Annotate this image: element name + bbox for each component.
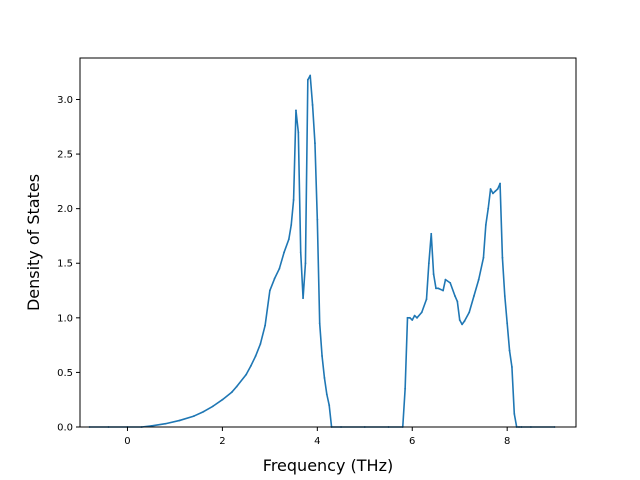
data-point	[230, 391, 233, 393]
data-point	[444, 278, 447, 281]
data-point	[461, 323, 463, 326]
data-point	[212, 405, 214, 408]
data-point	[435, 287, 437, 290]
y-axis-ticks: 0.0 0.5 1.0 1.5 2.0 2.5 3.0	[57, 95, 80, 434]
data-point	[297, 131, 300, 134]
y-tick-label: 3.0	[57, 95, 73, 106]
x-axis-label: Frequency (THz)	[263, 456, 393, 475]
data-point	[484, 224, 487, 226]
data-point	[482, 256, 485, 259]
data-point	[430, 232, 433, 235]
data-point	[304, 262, 307, 265]
data-point	[487, 207, 490, 210]
y-tick-label: 0.0	[57, 423, 73, 434]
data-point	[513, 413, 516, 415]
data-point	[325, 393, 328, 396]
data-point	[328, 404, 331, 407]
data-point	[150, 425, 153, 427]
data-point	[503, 295, 506, 297]
data-point	[420, 311, 423, 314]
data-point	[249, 364, 252, 367]
data-point	[202, 410, 205, 413]
data-point	[489, 188, 492, 190]
data-point	[416, 316, 418, 319]
data-point	[413, 314, 416, 317]
data-point	[456, 300, 459, 303]
data-point	[273, 277, 276, 280]
data-point	[221, 398, 224, 401]
x-tick-label: 0	[124, 436, 130, 447]
data-point	[468, 311, 471, 314]
data-point	[508, 349, 511, 352]
data-point	[287, 238, 290, 241]
data-point	[299, 251, 302, 254]
data-point	[442, 289, 444, 292]
data-point	[316, 218, 319, 221]
data-point	[306, 78, 309, 81]
data-point	[323, 376, 326, 379]
data-point	[193, 415, 195, 417]
data-point	[496, 188, 499, 190]
data-point	[318, 322, 321, 325]
data-point	[268, 289, 271, 292]
data-point	[449, 281, 452, 284]
data-point	[235, 385, 238, 388]
x-tick-label: 4	[314, 436, 320, 447]
data-point	[437, 287, 440, 290]
data-point	[295, 109, 297, 112]
data-point	[264, 324, 267, 327]
data-point	[278, 267, 281, 270]
x-axis-ticks: 0 2 4 6 8	[124, 427, 510, 447]
data-point	[454, 295, 456, 297]
y-axis-label: Density of States	[24, 174, 43, 311]
data-point	[408, 316, 411, 319]
data-point	[178, 419, 181, 422]
data-point	[164, 422, 167, 425]
data-point	[501, 256, 504, 259]
data-point	[499, 182, 501, 185]
x-tick-label: 2	[219, 436, 225, 447]
x-tick-label: 6	[409, 436, 415, 447]
data-point	[254, 355, 257, 357]
data-point	[259, 343, 262, 345]
data-point	[492, 192, 494, 195]
data-point	[283, 251, 285, 254]
y-tick-label: 2.5	[57, 150, 73, 161]
y-tick-label: 1.5	[57, 259, 73, 270]
data-point	[411, 319, 414, 321]
data-point	[463, 320, 466, 322]
data-point	[432, 273, 435, 276]
data-point	[245, 373, 248, 376]
y-tick-label: 1.0	[57, 313, 73, 324]
data-point	[458, 319, 461, 321]
data-point	[309, 74, 312, 77]
data-point	[406, 316, 409, 319]
plot-frame	[79, 57, 577, 428]
data-point	[473, 295, 475, 297]
data-point	[425, 298, 428, 301]
data-point	[477, 278, 480, 281]
data-point	[314, 142, 316, 145]
data-point	[427, 262, 430, 265]
data-point	[290, 224, 293, 226]
data-point	[506, 322, 509, 325]
data-point	[292, 199, 295, 201]
data-point	[311, 104, 314, 106]
data-point	[404, 387, 407, 390]
y-tick-label: 2.0	[57, 204, 73, 215]
x-tick-label: 8	[504, 436, 510, 447]
data-point	[511, 366, 513, 368]
data-point	[494, 190, 497, 193]
data-point	[321, 355, 323, 357]
data-point	[302, 297, 304, 300]
y-tick-label: 0.5	[57, 368, 73, 379]
